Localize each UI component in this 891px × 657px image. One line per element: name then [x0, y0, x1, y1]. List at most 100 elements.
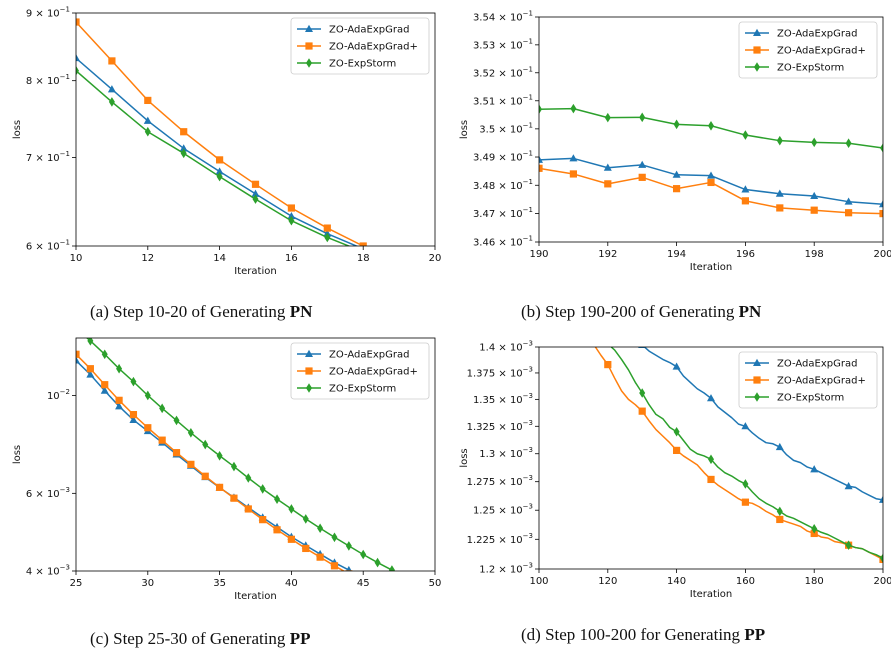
y-axis-label: loss — [459, 448, 470, 467]
y-tick-label: 3.49 × 10−1 — [473, 150, 533, 164]
data-point-triangle — [741, 422, 750, 430]
data-point-triangle — [707, 394, 715, 402]
legend-marker-diamond — [306, 58, 312, 68]
data-point-square — [101, 381, 109, 389]
plot-area-c — [73, 324, 409, 583]
x-tick-label: 40 — [285, 578, 298, 589]
data-point-diamond — [202, 439, 209, 450]
y-tick-label: 3.51 × 10−1 — [473, 93, 533, 107]
data-point-triangle — [638, 160, 647, 168]
data-point-diamond — [259, 484, 266, 494]
legend-entry: ZO-AdaExpGrad — [777, 359, 857, 370]
data-point-diamond — [331, 532, 338, 543]
x-tick-label: 16 — [285, 253, 298, 264]
data-point-diamond — [845, 138, 852, 149]
data-point-square — [259, 516, 267, 524]
data-point-square — [776, 515, 784, 524]
data-point-triangle — [115, 402, 124, 410]
data-point-square — [108, 57, 116, 65]
x-axis-label: Iteration — [234, 591, 276, 602]
data-point-square — [230, 494, 238, 502]
data-point-triangle — [707, 171, 715, 179]
data-point-triangle — [86, 370, 95, 378]
legend-c: ZO-AdaExpGrad ZO-AdaExpGrad+ ZO-ExpStorm — [290, 342, 430, 400]
data-point-diamond — [811, 137, 818, 148]
legend-marker-diamond — [306, 383, 312, 393]
legend-box — [738, 351, 878, 409]
plot-area-a — [76, 18, 367, 246]
data-point-square — [187, 460, 195, 468]
x-tick-label: 120 — [598, 576, 617, 587]
data-point-triangle — [215, 167, 224, 175]
panel-caption-c: (c) Step 25-30 of Generating PP — [90, 629, 310, 648]
x-tick-label: 100 — [529, 576, 548, 587]
data-point-square — [251, 180, 260, 188]
x-tick-label: 50 — [429, 578, 442, 589]
data-point-triangle — [569, 154, 578, 162]
data-point-diamond — [324, 232, 331, 243]
data-point-triangle — [879, 495, 883, 503]
axes-frame — [538, 346, 884, 570]
data-point-square — [76, 350, 80, 358]
data-point-square — [201, 472, 209, 480]
x-tick-label: 12 — [141, 253, 154, 264]
data-point-triangle — [672, 170, 681, 178]
legend-marker-triangle — [305, 24, 313, 32]
legend-box — [290, 17, 430, 75]
data-point-square — [359, 242, 367, 246]
data-point-diamond — [403, 573, 409, 583]
data-point-square — [76, 18, 80, 26]
y-tick-label: 8 × 10−1 — [26, 73, 70, 87]
y-tick-label: 3.52 × 10−1 — [473, 65, 533, 79]
y-tick-label: 1.3 × 10−3 — [479, 446, 533, 460]
data-point-diamond — [144, 390, 151, 401]
data-point-square — [86, 365, 94, 373]
legend-entry: ZO-AdaExpGrad — [777, 29, 857, 40]
x-tick-label: 45 — [357, 578, 370, 589]
data-point-square — [673, 446, 681, 455]
x-tick-label: 194 — [667, 249, 686, 260]
data-point-square — [879, 209, 883, 218]
data-point-triangle — [844, 482, 853, 490]
data-point-diamond — [845, 540, 852, 550]
legend-box — [290, 342, 430, 400]
chart-panel-a: 10 12 14 16 18 20 6 × 10−1 7 × 10−1 8 × 10−1 9 × … — [12, 6, 441, 322]
data-point-triangle — [76, 53, 80, 62]
data-point-diamond — [144, 126, 151, 137]
y-tick-label: 1.35 × 10−3 — [473, 392, 533, 406]
legend-a: ZO-AdaExpGrad ZO-AdaExpGrad+ ZO-ExpStorm — [290, 17, 430, 75]
data-point-triangle — [775, 442, 784, 451]
data-point-square — [810, 206, 818, 214]
legend-entry: ZO-ExpStorm — [777, 63, 844, 74]
panel-caption-b: (b) Step 190-200 of Generating PN — [521, 302, 762, 321]
y-tick-label: 1.325 × 10−3 — [467, 419, 533, 433]
series-line-triangle — [76, 57, 359, 246]
y-tick-label: 9 × 10−1 — [26, 6, 70, 20]
data-point-square — [129, 411, 138, 419]
y-tick-label: 3.47 × 10−1 — [473, 206, 533, 220]
data-point-triangle — [879, 200, 883, 208]
data-point-diamond — [252, 194, 259, 204]
legend-entry: ZO-AdaExpGrad+ — [777, 376, 866, 387]
data-point-diamond — [539, 104, 542, 114]
data-point-diamond — [180, 148, 187, 159]
data-point-square — [158, 436, 166, 444]
data-point-diamond — [116, 363, 123, 374]
y-axis-label: loss — [12, 120, 23, 139]
data-point-diamond — [639, 112, 646, 123]
data-point-square — [316, 553, 324, 561]
data-point-diamond — [288, 504, 295, 514]
legend-marker-triangle — [753, 358, 761, 366]
data-point-diamond — [216, 171, 223, 182]
data-point-diamond — [73, 324, 79, 334]
x-tick-label: 190 — [529, 249, 548, 260]
data-point-diamond — [173, 415, 180, 426]
data-point-diamond — [87, 338, 94, 346]
x-tick-label: 160 — [736, 576, 755, 587]
y-axis-label: loss — [12, 445, 23, 464]
data-point-diamond — [880, 143, 883, 153]
axes-frame — [75, 12, 436, 247]
data-point-square — [302, 544, 310, 553]
y-tick-label: 3.53 × 10−1 — [473, 37, 533, 51]
data-point-square — [707, 178, 715, 187]
